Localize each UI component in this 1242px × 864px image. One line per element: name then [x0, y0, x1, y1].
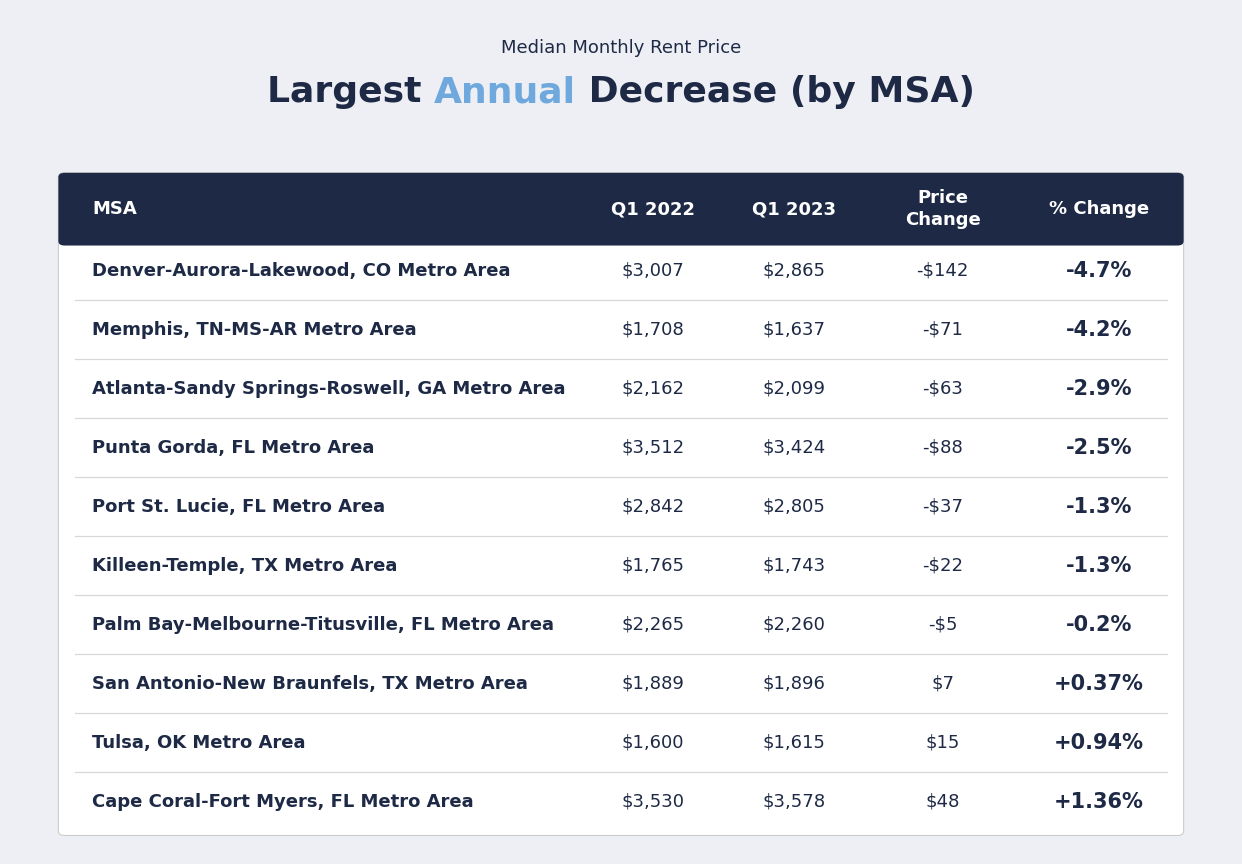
Text: -$22: -$22 — [922, 556, 963, 575]
Text: +0.94%: +0.94% — [1054, 733, 1144, 753]
Text: $3,530: $3,530 — [621, 792, 684, 810]
Text: Memphis, TN-MS-AR Metro Area: Memphis, TN-MS-AR Metro Area — [92, 321, 416, 339]
Text: $1,765: $1,765 — [621, 556, 684, 575]
FancyBboxPatch shape — [58, 173, 1184, 245]
Text: Atlanta-Sandy Springs-Roswell, GA Metro Area: Atlanta-Sandy Springs-Roswell, GA Metro … — [92, 379, 565, 397]
Text: Largest Annual Decrease (by MSA): Largest Annual Decrease (by MSA) — [267, 75, 975, 110]
Text: -0.2%: -0.2% — [1066, 614, 1133, 635]
Text: -$37: -$37 — [922, 498, 963, 516]
Text: $15: $15 — [925, 734, 960, 752]
Text: Median Monthly Rent Price: Median Monthly Rent Price — [501, 39, 741, 56]
Text: Annual: Annual — [433, 75, 576, 110]
Text: San Antonio-New Braunfels, TX Metro Area: San Antonio-New Braunfels, TX Metro Area — [92, 675, 528, 693]
Text: -4.2%: -4.2% — [1066, 320, 1133, 340]
Text: $1,637: $1,637 — [763, 321, 826, 339]
Text: -$63: -$63 — [922, 379, 963, 397]
Text: -1.3%: -1.3% — [1066, 556, 1133, 575]
Text: -4.7%: -4.7% — [1066, 261, 1133, 281]
Text: $2,842: $2,842 — [621, 498, 684, 516]
Text: MSA: MSA — [92, 200, 137, 219]
Text: $1,615: $1,615 — [763, 734, 826, 752]
Text: $7: $7 — [932, 675, 954, 693]
Text: $1,743: $1,743 — [763, 556, 826, 575]
Text: $1,896: $1,896 — [763, 675, 826, 693]
Text: +0.37%: +0.37% — [1054, 674, 1144, 694]
Text: $3,512: $3,512 — [621, 439, 684, 457]
Text: Port St. Lucie, FL Metro Area: Port St. Lucie, FL Metro Area — [92, 498, 385, 516]
Text: Q1 2022: Q1 2022 — [611, 200, 694, 219]
Text: -2.9%: -2.9% — [1066, 378, 1133, 398]
Text: $2,265: $2,265 — [621, 616, 684, 633]
Text: -$142: -$142 — [917, 262, 969, 280]
Text: $2,260: $2,260 — [763, 616, 826, 633]
Text: Decrease (by MSA): Decrease (by MSA) — [576, 75, 975, 110]
Text: Palm Bay-Melbourne-Titusville, FL Metro Area: Palm Bay-Melbourne-Titusville, FL Metro … — [92, 616, 554, 633]
Text: $1,600: $1,600 — [621, 734, 684, 752]
Text: $3,424: $3,424 — [763, 439, 826, 457]
Text: +1.36%: +1.36% — [1054, 791, 1144, 811]
Text: $2,865: $2,865 — [763, 262, 826, 280]
Text: Q1 2023: Q1 2023 — [753, 200, 836, 219]
Text: $3,007: $3,007 — [621, 262, 684, 280]
FancyBboxPatch shape — [58, 173, 1184, 835]
Text: -1.3%: -1.3% — [1066, 497, 1133, 517]
Text: $2,099: $2,099 — [763, 379, 826, 397]
Text: Price
Change: Price Change — [904, 189, 980, 229]
Text: -$88: -$88 — [923, 439, 963, 457]
Bar — [65, 226, 1177, 241]
Text: -$5: -$5 — [928, 616, 958, 633]
Text: Denver-Aurora-Lakewood, CO Metro Area: Denver-Aurora-Lakewood, CO Metro Area — [92, 262, 510, 280]
Text: $1,889: $1,889 — [621, 675, 684, 693]
Text: Punta Gorda, FL Metro Area: Punta Gorda, FL Metro Area — [92, 439, 374, 457]
Text: Largest: Largest — [267, 75, 433, 110]
Text: $3,578: $3,578 — [763, 792, 826, 810]
Text: Cape Coral-Fort Myers, FL Metro Area: Cape Coral-Fort Myers, FL Metro Area — [92, 792, 473, 810]
Text: -$71: -$71 — [922, 321, 963, 339]
Text: Tulsa, OK Metro Area: Tulsa, OK Metro Area — [92, 734, 306, 752]
Text: % Change: % Change — [1049, 200, 1149, 219]
Text: $48: $48 — [925, 792, 960, 810]
Text: $1,708: $1,708 — [621, 321, 684, 339]
Text: Killeen-Temple, TX Metro Area: Killeen-Temple, TX Metro Area — [92, 556, 397, 575]
Text: $2,162: $2,162 — [621, 379, 684, 397]
Text: $2,805: $2,805 — [763, 498, 826, 516]
Text: -2.5%: -2.5% — [1066, 438, 1133, 458]
